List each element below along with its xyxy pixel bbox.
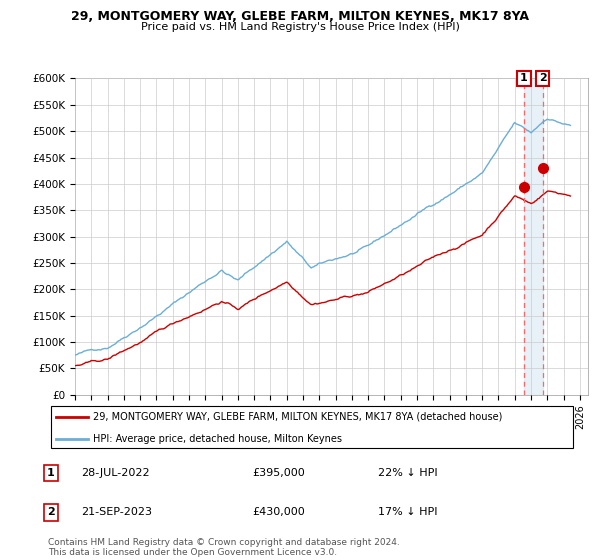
Text: 17% ↓ HPI: 17% ↓ HPI bbox=[378, 507, 437, 517]
Text: 2: 2 bbox=[47, 507, 55, 517]
Text: 1: 1 bbox=[520, 73, 528, 83]
Text: £395,000: £395,000 bbox=[252, 468, 305, 478]
Text: 28-JUL-2022: 28-JUL-2022 bbox=[81, 468, 149, 478]
Text: Contains HM Land Registry data © Crown copyright and database right 2024.
This d: Contains HM Land Registry data © Crown c… bbox=[48, 538, 400, 557]
Text: 22% ↓ HPI: 22% ↓ HPI bbox=[378, 468, 437, 478]
Text: HPI: Average price, detached house, Milton Keynes: HPI: Average price, detached house, Milt… bbox=[93, 434, 342, 444]
Text: 29, MONTGOMERY WAY, GLEBE FARM, MILTON KEYNES, MK17 8YA: 29, MONTGOMERY WAY, GLEBE FARM, MILTON K… bbox=[71, 10, 529, 22]
Text: £430,000: £430,000 bbox=[252, 507, 305, 517]
Text: 2: 2 bbox=[539, 73, 547, 83]
Text: 1: 1 bbox=[47, 468, 55, 478]
Text: Price paid vs. HM Land Registry's House Price Index (HPI): Price paid vs. HM Land Registry's House … bbox=[140, 22, 460, 32]
FancyBboxPatch shape bbox=[50, 405, 574, 449]
Text: 29, MONTGOMERY WAY, GLEBE FARM, MILTON KEYNES, MK17 8YA (detached house): 29, MONTGOMERY WAY, GLEBE FARM, MILTON K… bbox=[93, 412, 502, 422]
Text: 21-SEP-2023: 21-SEP-2023 bbox=[81, 507, 152, 517]
Bar bbox=[524, 78, 543, 395]
